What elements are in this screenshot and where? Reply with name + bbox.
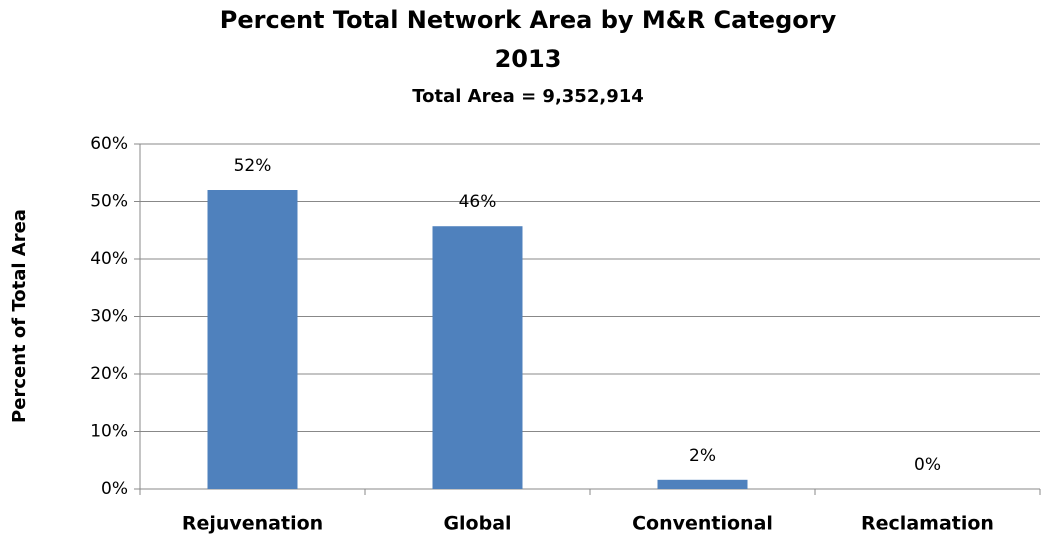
data-label: 46% bbox=[459, 192, 497, 212]
x-tick-label: Reclamation bbox=[861, 513, 994, 535]
y-tick-label: 30% bbox=[90, 307, 128, 327]
y-tick-label: 60% bbox=[90, 134, 128, 154]
y-tick-label: 50% bbox=[90, 192, 128, 212]
y-tick-label: 0% bbox=[101, 479, 128, 499]
x-tick-label: Rejuvenation bbox=[182, 513, 323, 535]
data-label: 52% bbox=[234, 156, 272, 176]
x-tick-label: Global bbox=[443, 513, 511, 535]
chart-title: Percent Total Network Area by M&R Catego… bbox=[220, 6, 837, 34]
data-label: 0% bbox=[914, 455, 941, 475]
data-label: 2% bbox=[689, 446, 716, 466]
bar bbox=[657, 479, 748, 489]
bar bbox=[432, 226, 523, 489]
y-tick-label: 10% bbox=[90, 422, 128, 442]
chart-title-year: 2013 bbox=[495, 45, 562, 73]
bar bbox=[207, 190, 298, 489]
x-tick-label: Conventional bbox=[632, 513, 773, 535]
chart-subtitle: Total Area = 9,352,914 bbox=[412, 86, 644, 107]
y-axis-label: Percent of Total Area bbox=[9, 209, 30, 423]
y-tick-label: 20% bbox=[90, 364, 128, 384]
y-tick-label: 40% bbox=[90, 249, 128, 269]
